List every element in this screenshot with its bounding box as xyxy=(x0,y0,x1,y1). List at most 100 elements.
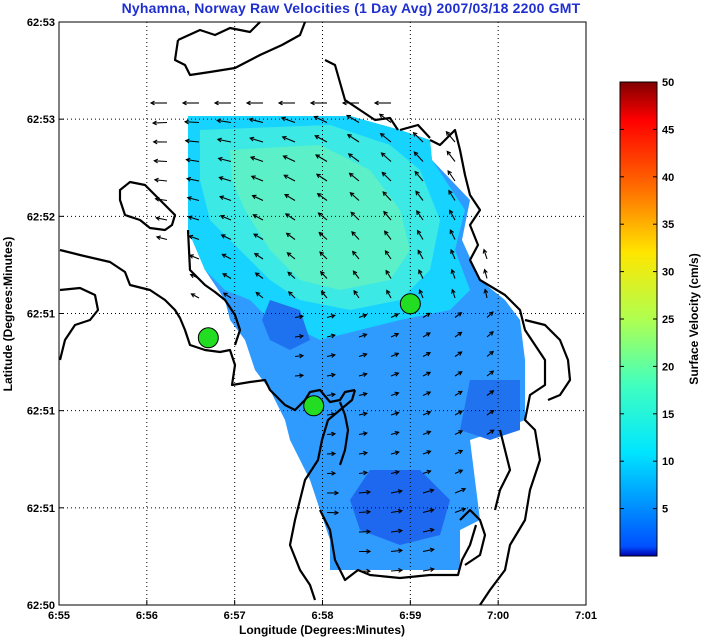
velocity-arrow-head xyxy=(458,430,464,435)
velocity-arrow-head xyxy=(386,289,391,295)
velocity-arrow-shaft xyxy=(349,172,360,182)
velocity-arrow-shaft xyxy=(486,410,494,416)
velocity-arrow-head xyxy=(186,196,192,201)
colorbar-tick-label: 25 xyxy=(662,314,674,326)
velocity-arrow-head xyxy=(426,391,432,396)
velocity-arrow-head xyxy=(346,134,352,139)
velocity-arrow-shaft xyxy=(217,138,232,143)
velocity-arrow-shaft xyxy=(358,432,367,436)
y-tick-label: 62:51 xyxy=(27,309,55,321)
velocity-arrow-head xyxy=(249,136,255,142)
velocity-arrow-shaft xyxy=(318,212,328,221)
velocity-arrow-head xyxy=(429,527,435,533)
velocity-arrow-shaft xyxy=(358,314,367,319)
velocity-arrow-shaft xyxy=(422,332,431,338)
velocity-arrow-shaft xyxy=(253,214,264,221)
velocity-arrow-head xyxy=(346,114,352,120)
velocity-arrow-head xyxy=(349,192,355,197)
velocity-arrow-shaft xyxy=(254,253,264,260)
colorbar-tick-label: 35 xyxy=(662,219,674,231)
colorbar-tick-label: 20 xyxy=(662,361,674,373)
velocity-arrow-head xyxy=(362,372,368,378)
y-axis: 62:50 62:51 62:51 62:51 62:52 62:53 62:53 xyxy=(27,17,64,612)
velocity-arrow-head xyxy=(320,290,326,296)
velocity-arrow-shaft xyxy=(252,195,264,201)
velocity-arrow-head xyxy=(317,212,323,217)
velocity-arrow-shaft xyxy=(447,170,456,182)
velocity-arrow-head xyxy=(153,158,159,164)
velocity-arrow-head xyxy=(384,230,389,236)
velocity-arrow-shaft xyxy=(422,489,434,494)
x-tick-label: 6:57 xyxy=(224,610,246,622)
velocity-arrow-shaft xyxy=(253,233,264,240)
velocity-arrow-head xyxy=(458,410,464,415)
velocity-arrow-shaft xyxy=(223,292,232,299)
velocity-arrow-head xyxy=(457,351,463,356)
velocity-arrow-head xyxy=(382,191,388,197)
velocity-arrow-head xyxy=(280,116,286,122)
velocity-arrow-head xyxy=(397,508,403,514)
velocity-arrow-head xyxy=(461,487,467,493)
velocity-arrow-head xyxy=(394,352,400,357)
velocity-arrow-shaft xyxy=(347,134,360,143)
velocity-arrow-shaft xyxy=(326,433,336,436)
velocity-arrow-shaft xyxy=(422,548,434,553)
velocity-arrows xyxy=(149,100,495,574)
velocity-arrow-head xyxy=(222,273,228,278)
velocity-arrow-head xyxy=(330,353,336,358)
velocity-arrow-shaft xyxy=(390,431,399,436)
velocity-arrow-shaft xyxy=(422,450,431,455)
velocity-arrow-shaft xyxy=(454,508,466,514)
velocity-arrow-shaft xyxy=(451,269,456,279)
velocity-arrow-head xyxy=(378,113,384,119)
velocity-arrow-head xyxy=(449,209,454,215)
velocity-arrow-shaft xyxy=(315,154,328,162)
velocity-arrow-shaft xyxy=(454,312,462,318)
coastline xyxy=(58,21,572,606)
velocity-arrow-shaft xyxy=(390,529,402,533)
velocity-arrow-shaft xyxy=(326,393,335,397)
y-axis-label: Latitude (Degrees:Minutes) xyxy=(1,237,15,392)
velocity-arrow-head xyxy=(366,489,372,495)
velocity-arrow-shaft xyxy=(422,312,431,318)
velocity-arrow-shaft xyxy=(390,412,399,416)
colorbar: 5 10 15 20 25 30 35 40 45 50 Surface Velocity (cm… xyxy=(619,77,701,557)
velocity-arrow-shaft xyxy=(154,160,168,163)
velocity-arrow-shaft xyxy=(155,198,168,202)
colorbar-tick-label: 50 xyxy=(662,77,674,89)
velocity-arrow-shaft xyxy=(380,133,392,143)
velocity-arrow-head xyxy=(425,332,431,337)
velocity-arrow-head xyxy=(457,311,463,317)
velocity-arrow-shaft xyxy=(379,113,392,123)
velocity-arrow-shaft xyxy=(219,176,232,182)
velocity-arrow-head xyxy=(426,410,432,416)
velocity-arrow-head xyxy=(183,119,189,125)
velocity-arrow-shaft xyxy=(413,151,424,162)
velocity-arrow-head xyxy=(489,429,495,434)
velocity-arrow-head xyxy=(362,352,368,358)
velocity-arrow-shaft xyxy=(352,270,360,279)
velocity-arrow-head xyxy=(447,170,452,176)
velocity-arrow-head xyxy=(426,352,432,357)
velocity-arrow-shaft xyxy=(445,131,456,143)
colorbar-gradient xyxy=(619,81,658,557)
y-tick-label: 62:53 xyxy=(27,17,55,29)
velocity-arrow-head xyxy=(287,271,293,277)
velocity-arrow-shaft xyxy=(294,315,303,319)
velocity-arrow-shaft xyxy=(381,172,392,182)
velocity-arrow-head xyxy=(429,508,435,513)
velocity-arrow-head xyxy=(190,293,196,298)
velocity-arrow-shaft xyxy=(386,290,392,299)
y-tick-label: 62:51 xyxy=(27,406,55,418)
velocity-arrow-head xyxy=(220,234,226,239)
velocity-arrow-shaft xyxy=(390,352,399,358)
velocity-arrow-head xyxy=(351,231,356,236)
velocity-arrow-shaft xyxy=(358,393,367,397)
velocity-arrow-shaft xyxy=(358,333,367,338)
velocity-arrow-head xyxy=(362,392,368,397)
velocity-arrow-head xyxy=(216,118,222,124)
velocity-arrow-head xyxy=(429,567,435,573)
velocity-arrow-shaft xyxy=(454,450,463,455)
velocity-arrow-shaft xyxy=(454,488,466,494)
colorbar-tick-label: 15 xyxy=(662,409,674,421)
